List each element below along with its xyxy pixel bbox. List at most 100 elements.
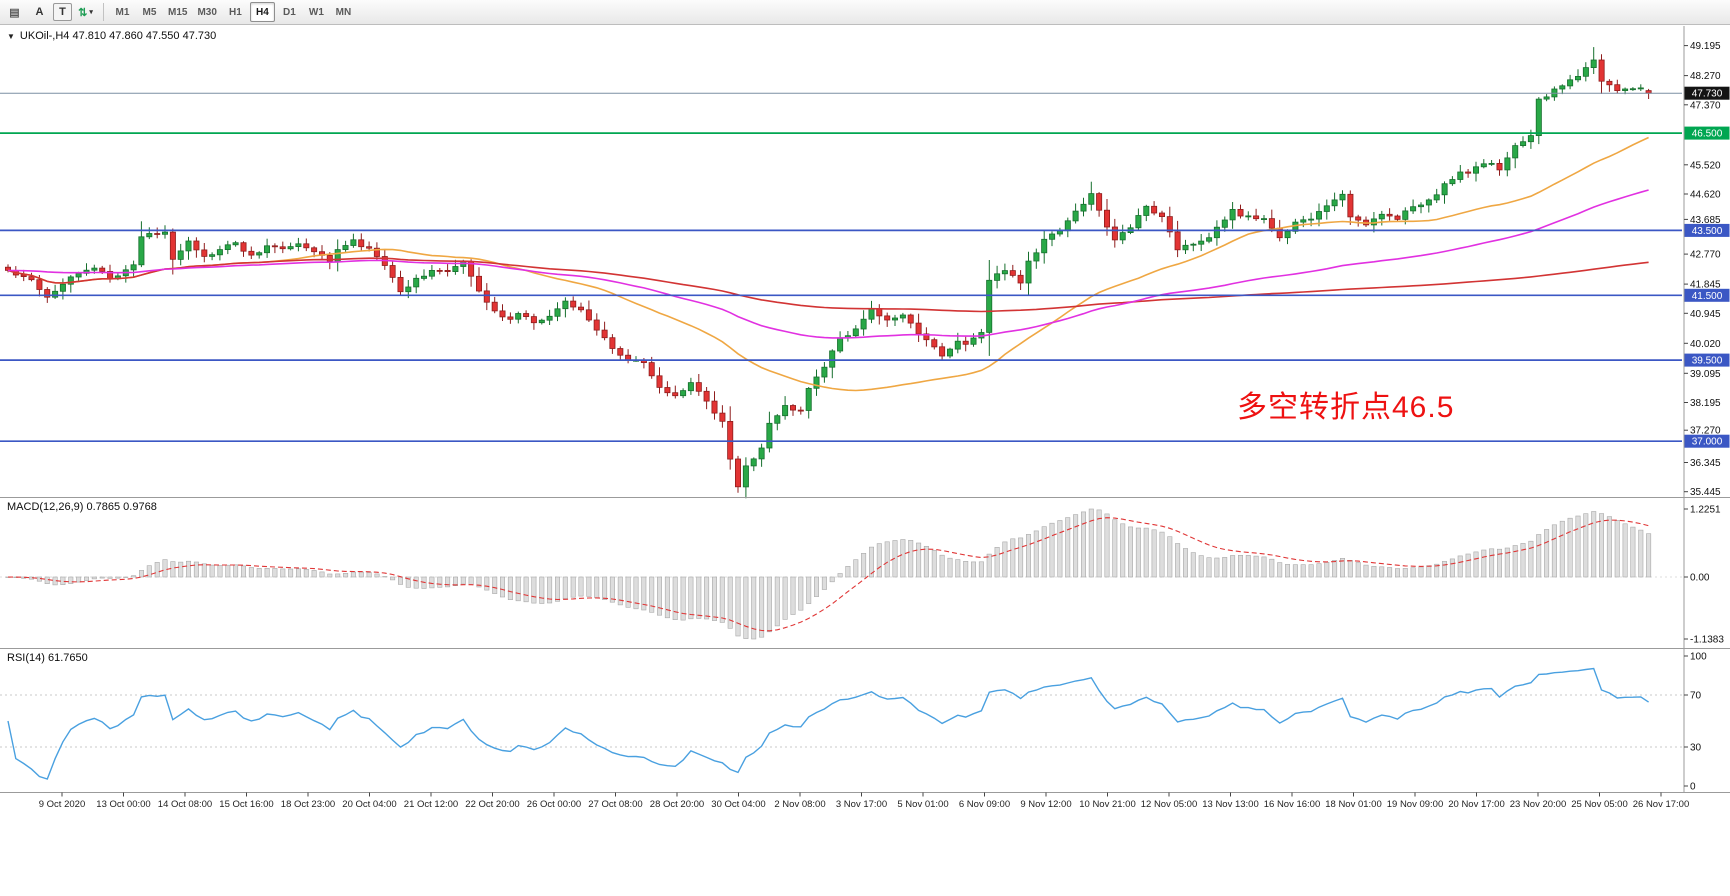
- toolbar-separator: [103, 3, 104, 21]
- svg-text:48.270: 48.270: [1690, 71, 1721, 82]
- svg-text:25 Nov 05:00: 25 Nov 05:00: [1571, 799, 1628, 810]
- timeframe-m1-button[interactable]: M1: [110, 2, 135, 22]
- svg-text:100: 100: [1690, 652, 1707, 663]
- svg-text:46.500: 46.500: [1692, 129, 1723, 140]
- candles-up: [52, 47, 1644, 499]
- macd-signal-line: [7, 517, 1649, 632]
- svg-text:-1.1383: -1.1383: [1690, 635, 1724, 646]
- svg-text:47.370: 47.370: [1690, 100, 1721, 111]
- time-axis[interactable]: 9 Oct 2020 13 Oct 00:00 14 Oct 08:00 15 Oct…: [39, 792, 1690, 811]
- svg-text:36.345: 36.345: [1690, 458, 1721, 469]
- svg-text:26 Nov 17:00: 26 Nov 17:00: [1633, 799, 1690, 810]
- svg-text:45.520: 45.520: [1690, 160, 1721, 171]
- collapse-triangle-icon[interactable]: ▼: [7, 31, 15, 41]
- macd-histogram: [5, 508, 1652, 640]
- rsi-axis: 100 70 30 0: [1684, 652, 1707, 793]
- svg-text:16 Nov 16:00: 16 Nov 16:00: [1264, 799, 1321, 810]
- chart-canvas[interactable]: 49.195 48.270 47.370 45.520 44.620 43.685 42.7…: [0, 26, 1730, 896]
- timeframe-d1-button[interactable]: D1: [277, 2, 302, 22]
- svg-text:28 Oct 20:00: 28 Oct 20:00: [650, 799, 704, 810]
- price-axis[interactable]: 49.195 48.270 47.370 45.520 44.620 43.685 42.7…: [1684, 41, 1730, 498]
- price-badge-46.500: 46.500: [1684, 126, 1730, 140]
- price-badge-43.500: 43.500: [1684, 223, 1730, 237]
- macd-indicator-label: MACD(12,26,9) 0.7865 0.9768: [7, 501, 157, 513]
- rsi-indicator-label: RSI(14) 61.7650: [7, 652, 88, 664]
- svg-text:5 Nov 01:00: 5 Nov 01:00: [897, 799, 948, 810]
- svg-text:38.195: 38.195: [1690, 398, 1721, 409]
- svg-text:35.445: 35.445: [1690, 487, 1721, 498]
- ma-mid-line: [7, 189, 1649, 339]
- svg-text:39.500: 39.500: [1692, 356, 1723, 367]
- svg-text:43.685: 43.685: [1690, 215, 1721, 226]
- svg-text:41.500: 41.500: [1692, 291, 1723, 302]
- svg-text:44.620: 44.620: [1690, 190, 1721, 201]
- svg-text:40.020: 40.020: [1690, 339, 1721, 350]
- svg-text:27 Oct 08:00: 27 Oct 08:00: [588, 799, 642, 810]
- chart-grid-icon[interactable]: ▤: [3, 2, 26, 22]
- annotation-text: 多空转折点46.5: [1237, 391, 1455, 424]
- chart-ohlc-label: UKOil-,H4 47.810 47.860 47.550 47.730: [19, 30, 217, 42]
- svg-text:30: 30: [1690, 743, 1702, 754]
- text-label-tool-icon[interactable]: A: [28, 2, 51, 22]
- rsi-line: [7, 667, 1649, 780]
- svg-text:13 Nov 13:00: 13 Nov 13:00: [1202, 799, 1259, 810]
- svg-text:13 Oct 00:00: 13 Oct 00:00: [96, 799, 150, 810]
- svg-text:39.095: 39.095: [1690, 369, 1721, 380]
- svg-text:40.945: 40.945: [1690, 309, 1721, 320]
- timeframe-h1-button[interactable]: H1: [223, 2, 248, 22]
- svg-text:0: 0: [1690, 782, 1696, 793]
- svg-text:6 Nov 09:00: 6 Nov 09:00: [959, 799, 1010, 810]
- svg-text:70: 70: [1690, 691, 1702, 702]
- chart-area: ▼ UKOil-,H4 47.810 47.860 47.550 47.730 …: [0, 26, 1730, 896]
- ma-slow-line: [7, 257, 1649, 313]
- svg-text:3 Nov 17:00: 3 Nov 17:00: [836, 799, 887, 810]
- svg-text:9 Nov 12:00: 9 Nov 12:00: [1020, 799, 1071, 810]
- ma-fast-line: [7, 136, 1649, 392]
- svg-text:21 Oct 12:00: 21 Oct 12:00: [404, 799, 458, 810]
- svg-text:37.000: 37.000: [1692, 437, 1723, 448]
- svg-text:23 Nov 20:00: 23 Nov 20:00: [1510, 799, 1567, 810]
- timeframe-m5-button[interactable]: M5: [137, 2, 162, 22]
- timeframe-m30-button[interactable]: M30: [193, 2, 220, 22]
- drawing-tools-group: ▤ A T ⇅ ▾: [3, 2, 97, 22]
- dropdown-caret-icon: ▾: [89, 9, 93, 16]
- svg-text:30 Oct 04:00: 30 Oct 04:00: [711, 799, 765, 810]
- macd-axis: 1.2251 0.00 -1.1383: [1684, 505, 1724, 646]
- price-badge-39.500: 39.500: [1684, 353, 1730, 367]
- svg-text:47.730: 47.730: [1692, 89, 1723, 100]
- svg-text:18 Nov 01:00: 18 Nov 01:00: [1325, 799, 1382, 810]
- svg-text:14 Oct 08:00: 14 Oct 08:00: [158, 799, 212, 810]
- svg-text:2 Nov 08:00: 2 Nov 08:00: [774, 799, 825, 810]
- svg-text:43.500: 43.500: [1692, 226, 1723, 237]
- svg-text:20 Nov 17:00: 20 Nov 17:00: [1448, 799, 1505, 810]
- svg-text:1.2251: 1.2251: [1690, 505, 1721, 516]
- svg-text:19 Nov 09:00: 19 Nov 09:00: [1387, 799, 1444, 810]
- svg-text:15 Oct 16:00: 15 Oct 16:00: [219, 799, 273, 810]
- timeframe-mn-button[interactable]: MN: [331, 2, 356, 22]
- svg-text:20 Oct 04:00: 20 Oct 04:00: [342, 799, 396, 810]
- svg-text:9 Oct 2020: 9 Oct 2020: [39, 799, 85, 810]
- toolbar: ▤ A T ⇅ ▾ M1 M5 M15 M30 H1 H4 D1 W1 MN: [0, 0, 1730, 25]
- price-badge-37.000: 37.000: [1684, 434, 1730, 448]
- price-badge-41.500: 41.500: [1684, 288, 1730, 302]
- svg-text:26 Oct 00:00: 26 Oct 00:00: [527, 799, 581, 810]
- timeframe-h4-button[interactable]: H4: [249, 2, 275, 22]
- svg-text:22 Oct 20:00: 22 Oct 20:00: [465, 799, 519, 810]
- svg-text:0.00: 0.00: [1690, 573, 1710, 584]
- candles-down: [5, 54, 1652, 493]
- timeframe-w1-button[interactable]: W1: [304, 2, 329, 22]
- svg-text:49.195: 49.195: [1690, 41, 1721, 52]
- svg-text:41.845: 41.845: [1690, 280, 1721, 291]
- svg-text:12 Nov 05:00: 12 Nov 05:00: [1141, 799, 1198, 810]
- svg-text:18 Oct 23:00: 18 Oct 23:00: [281, 799, 335, 810]
- timeframe-bar: M1 M5 M15 M30 H1 H4 D1 W1 MN: [110, 2, 356, 22]
- chart-title: ▼ UKOil-,H4 47.810 47.860 47.550 47.730: [7, 30, 216, 42]
- price-badge-47.730: 47.730: [1684, 86, 1730, 100]
- timeframe-m15-button[interactable]: M15: [164, 2, 191, 22]
- text-box-tool-icon[interactable]: T: [53, 3, 72, 21]
- svg-text:37.270: 37.270: [1690, 426, 1721, 437]
- svg-text:10 Nov 21:00: 10 Nov 21:00: [1079, 799, 1136, 810]
- svg-text:42.770: 42.770: [1690, 250, 1721, 261]
- arrows-tool-icon[interactable]: ⇅ ▾: [74, 2, 97, 22]
